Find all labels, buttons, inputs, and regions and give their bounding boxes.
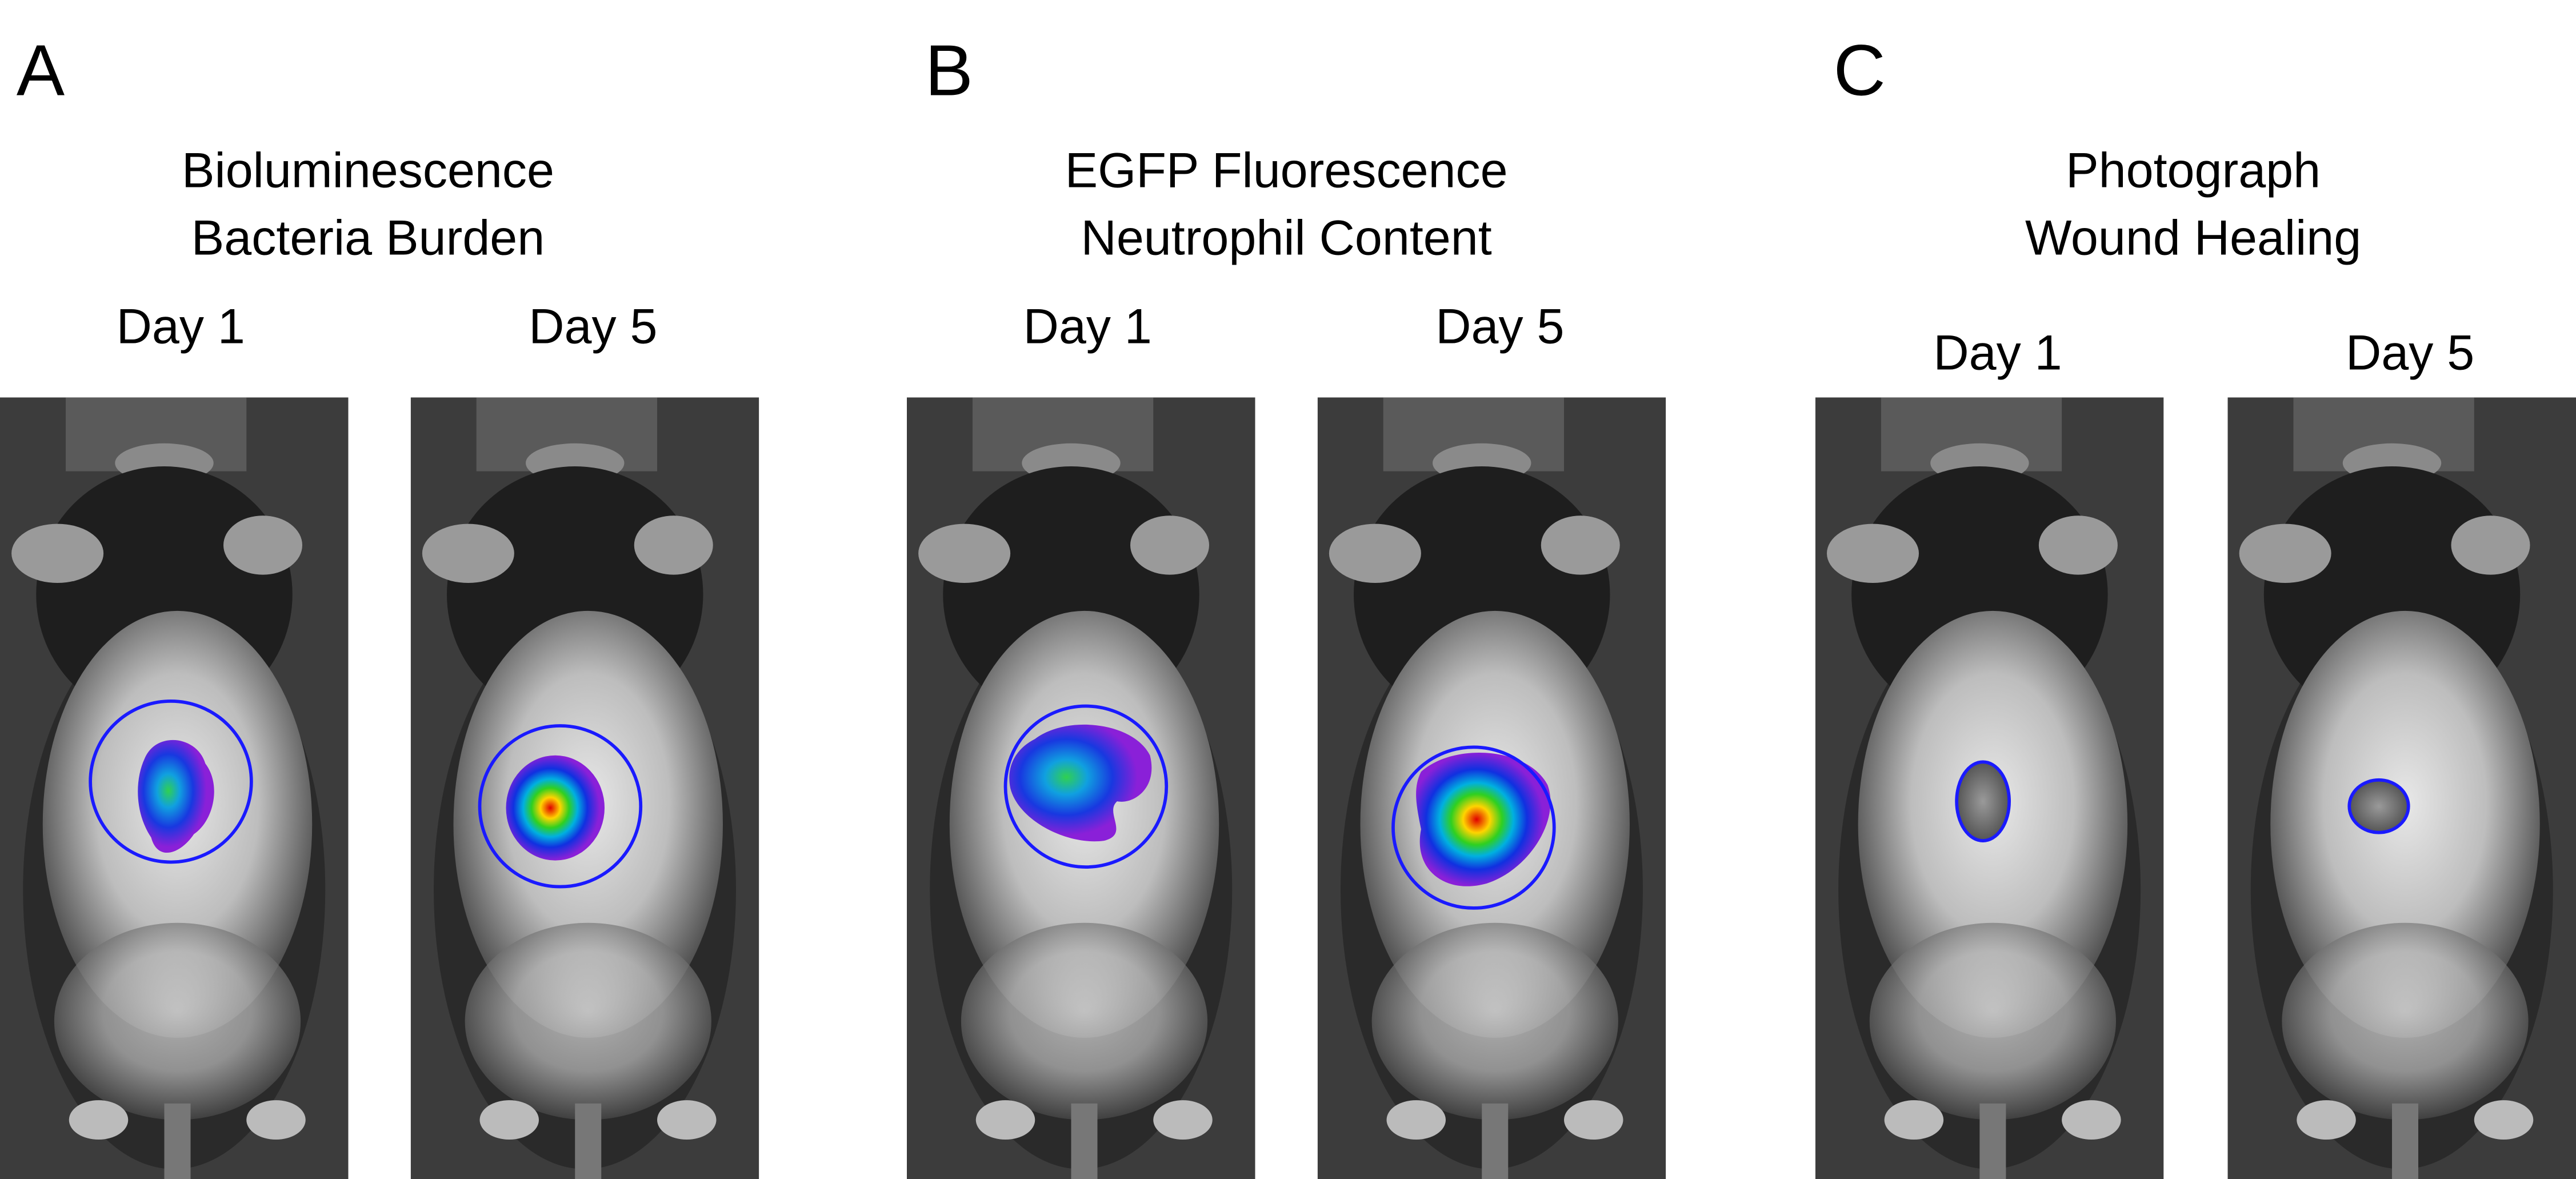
image-label: Day 5 bbox=[529, 299, 657, 354]
roi-circle bbox=[89, 700, 253, 864]
panel-title: Neutrophil Content bbox=[1081, 210, 1492, 265]
signal-overlay bbox=[506, 755, 605, 861]
roi-circle bbox=[1003, 704, 1169, 869]
wound-outline bbox=[1955, 760, 2011, 842]
signal-overlay bbox=[1416, 752, 1551, 886]
image-label: Day 5 bbox=[1435, 299, 1564, 354]
panel-title: EGFP Fluorescence bbox=[1065, 143, 1508, 198]
panel-title: Photograph bbox=[2066, 143, 2321, 198]
panel-title: Bacteria Burden bbox=[191, 210, 545, 265]
roi-circle bbox=[1391, 745, 1556, 910]
panel-title: Wound Healing bbox=[2025, 210, 2361, 265]
panel-title: Bioluminescence bbox=[182, 143, 554, 198]
image-label: Day 1 bbox=[117, 299, 245, 354]
image-label: Day 5 bbox=[2346, 326, 2474, 381]
image-label: Day 1 bbox=[1933, 326, 2062, 381]
panel-letter: C bbox=[1834, 30, 1886, 111]
panel-letter: B bbox=[925, 30, 973, 111]
roi-circle bbox=[478, 724, 643, 889]
image-label: Day 1 bbox=[1023, 299, 1152, 354]
wound-outline bbox=[2347, 778, 2410, 834]
panel-letter: A bbox=[17, 30, 65, 111]
signal-overlay bbox=[138, 740, 214, 853]
signal-overlay bbox=[1009, 724, 1152, 842]
